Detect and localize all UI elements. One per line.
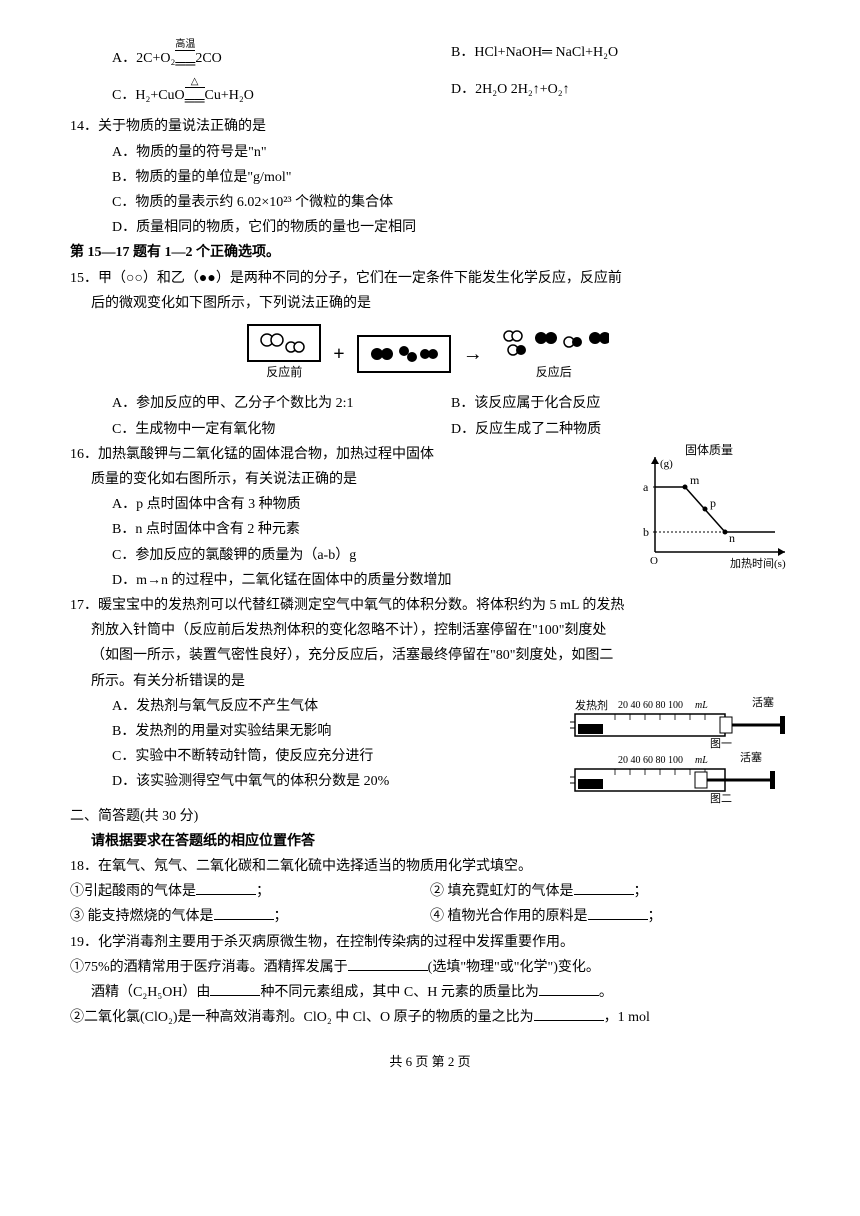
q17-stem-2: 剂放入针筒中（反应前后发热剂体积的变化忽略不计），控制活塞停留在"100"刻度处 — [70, 618, 790, 643]
q15-box-after — [495, 324, 613, 362]
syringe-2-icon: 20 40 60 80 100 mL 活塞 图二 — [570, 749, 790, 804]
svg-text:mL: mL — [695, 700, 708, 711]
blank-input[interactable] — [196, 880, 256, 895]
molecule-oo-icon — [259, 332, 309, 354]
q19-line-2: 酒精（C₂H₅OH）由种不同元素组成，其中 C、H 元素的质量比为。 — [70, 980, 790, 1005]
svg-text:mL: mL — [695, 755, 708, 766]
q13-option-b: B．HCl+NaOH═ NaCl+H₂O — [451, 40, 790, 77]
svg-text:20 40 60 80 100: 20 40 60 80 100 — [618, 700, 683, 711]
q16-graph: a b m p n 固体质量 (g) 加热时间(s) O — [630, 442, 790, 572]
q15-b: B．该反应属于化合反应 — [451, 391, 790, 416]
blank-input[interactable] — [574, 880, 634, 895]
blank-input[interactable] — [539, 981, 599, 996]
part2-head: 二、简答题(共 30 分) — [70, 804, 790, 829]
syringe-1-icon: 发热剂 20 40 60 80 100 mL 活塞 图一 — [570, 694, 790, 749]
q19-stem: 19．化学消毒剂主要用于杀灭病原微生物，在控制传染病的过程中发挥重要作用。 — [70, 930, 790, 955]
arrow-icon: → — [463, 336, 483, 372]
q14-d: D．质量相同的物质，它们的物质的量也一定相同 — [70, 215, 790, 240]
q15-stem-2: 后的微观变化如下图所示，下列说法正确的是 — [70, 291, 790, 316]
svg-text:n: n — [729, 531, 735, 545]
graph-xlabel: 加热时间(s) — [730, 557, 786, 570]
q15-opts-row1: A．参加反应的甲、乙分子个数比为 2:1 B．该反应属于化合反应 — [70, 391, 790, 416]
svg-text:p: p — [710, 496, 716, 510]
q15-a: A．参加反应的甲、乙分子个数比为 2:1 — [112, 391, 451, 416]
q14-b: B．物质的量的单位是"g/mol" — [70, 165, 790, 190]
q15-opts-row2: C．生成物中一定有氧化物 D．反应生成了二种物质 — [70, 417, 790, 442]
q19-line-3: ②二氧化氯(ClO₂)是一种高效消毒剂。ClO₂ 中 Cl、O 原子的物质的量之… — [70, 1005, 790, 1030]
svg-text:发热剂: 发热剂 — [575, 698, 608, 712]
q15-box-before-1 — [247, 324, 321, 362]
svg-text:O: O — [650, 555, 658, 567]
q17-stem-1: 17．暖宝宝中的发热剂可以代替红磷测定空气中氧气的体积分数。将体积约为 5 mL… — [70, 593, 790, 618]
svg-text:b: b — [643, 525, 649, 539]
q13-options-row-2: C．H₂+CuO△══Cu+H₂O D．2H₂O 2H₂↑+O₂↑ — [70, 77, 790, 114]
q13-a-right: 2CO — [195, 51, 221, 66]
q13-c-left: C．H₂+CuO — [112, 88, 185, 103]
svg-text:20 40 60 80 100: 20 40 60 80 100 — [618, 755, 683, 766]
svg-text:m: m — [690, 473, 700, 487]
q15-c: C．生成物中一定有氧化物 — [112, 417, 451, 442]
q15-after-label: 反应后 — [495, 362, 613, 384]
q18-row-1: ①引起酸雨的气体是； ② 填充霓虹灯的气体是； — [70, 879, 790, 904]
q17-syringes: 发热剂 20 40 60 80 100 mL 活塞 图一 20 40 60 80… — [570, 694, 790, 804]
q19-line-1: ①75%的酒精常用于医疗消毒。酒精挥发属于(选填"物理"或"化学")变化。 — [70, 955, 790, 980]
q13-c-cond: △ — [185, 77, 205, 88]
q18-stem: 18．在氧气、氖气、二氧化碳和二氧化硫中选择适当的物质用化学式填空。 — [70, 854, 790, 879]
svg-text:活塞: 活塞 — [752, 695, 774, 709]
plus-icon: + — [333, 336, 344, 372]
q15-stem-1: 15．甲（○○）和乙（●●）是两种不同的分子，它们在一定条件下能发生化学反应，反… — [70, 266, 790, 291]
q13-options-row-1: A．2C+O₂高温══2CO B．HCl+NaOH═ NaCl+H₂O — [70, 40, 790, 77]
q18-blank-1: ①引起酸雨的气体是； — [70, 879, 430, 904]
svg-text:图二: 图二 — [710, 792, 732, 804]
q13-c-right: Cu+H₂O — [205, 88, 254, 103]
q18-blank-4: ④ 植物光合作用的原料是； — [430, 904, 790, 929]
mass-time-graph-icon: a b m p n 固体质量 (g) 加热时间(s) O — [630, 442, 790, 572]
blank-input[interactable] — [210, 981, 260, 996]
q17-stem-4: 所示。有关分析错误的是 — [70, 669, 790, 694]
q13-option-c: C．H₂+CuO△══Cu+H₂O — [112, 77, 451, 114]
q13-a-left: A．2C+O₂ — [112, 51, 175, 66]
q15-box-before-2 — [357, 335, 451, 373]
svg-text:a: a — [643, 480, 649, 494]
q14-stem: 14．关于物质的量说法正确的是 — [70, 114, 790, 139]
graph-yunit: (g) — [660, 458, 673, 470]
molecule-product-icon — [499, 328, 609, 358]
q18-row-2: ③ 能支持燃烧的气体是； ④ 植物光合作用的原料是； — [70, 904, 790, 929]
q15-before-label: 反应前 — [247, 362, 321, 384]
q14-a: A．物质的量的符号是"n" — [70, 140, 790, 165]
graph-ylabel: 固体质量 — [685, 443, 733, 457]
svg-text:图一: 图一 — [710, 737, 732, 749]
page-footer: 共 6 页 第 2 页 — [70, 1050, 790, 1073]
q13-a-cond: 高温 — [175, 40, 195, 51]
blank-input[interactable] — [534, 1006, 604, 1021]
q13-option-d: D．2H₂O 2H₂↑+O₂↑ — [451, 77, 790, 114]
q18-blank-2: ② 填充霓虹灯的气体是； — [430, 879, 790, 904]
part2-note: 请根据要求在答题纸的相应位置作答 — [70, 829, 790, 854]
blank-input[interactable] — [588, 905, 648, 920]
q15-d: D．反应生成了二种物质 — [451, 417, 790, 442]
q15-reaction-diagram: 反应前 + → 反应后 — [70, 324, 790, 384]
section-15-17-note: 第 15—17 题有 1—2 个正确选项。 — [70, 240, 790, 265]
blank-input[interactable] — [348, 956, 428, 971]
molecule-bb-icon — [369, 343, 439, 365]
q17-stem-3: （如图一所示，装置气密性良好），充分反应后，活塞最终停留在"80"刻度处，如图二 — [70, 643, 790, 668]
q13-option-a: A．2C+O₂高温══2CO — [112, 40, 451, 77]
q14-c: C．物质的量表示约 6.02×10²³ 个微粒的集合体 — [70, 190, 790, 215]
svg-text:活塞: 活塞 — [740, 750, 762, 764]
q18-blank-3: ③ 能支持燃烧的气体是； — [70, 904, 430, 929]
blank-input[interactable] — [214, 905, 274, 920]
